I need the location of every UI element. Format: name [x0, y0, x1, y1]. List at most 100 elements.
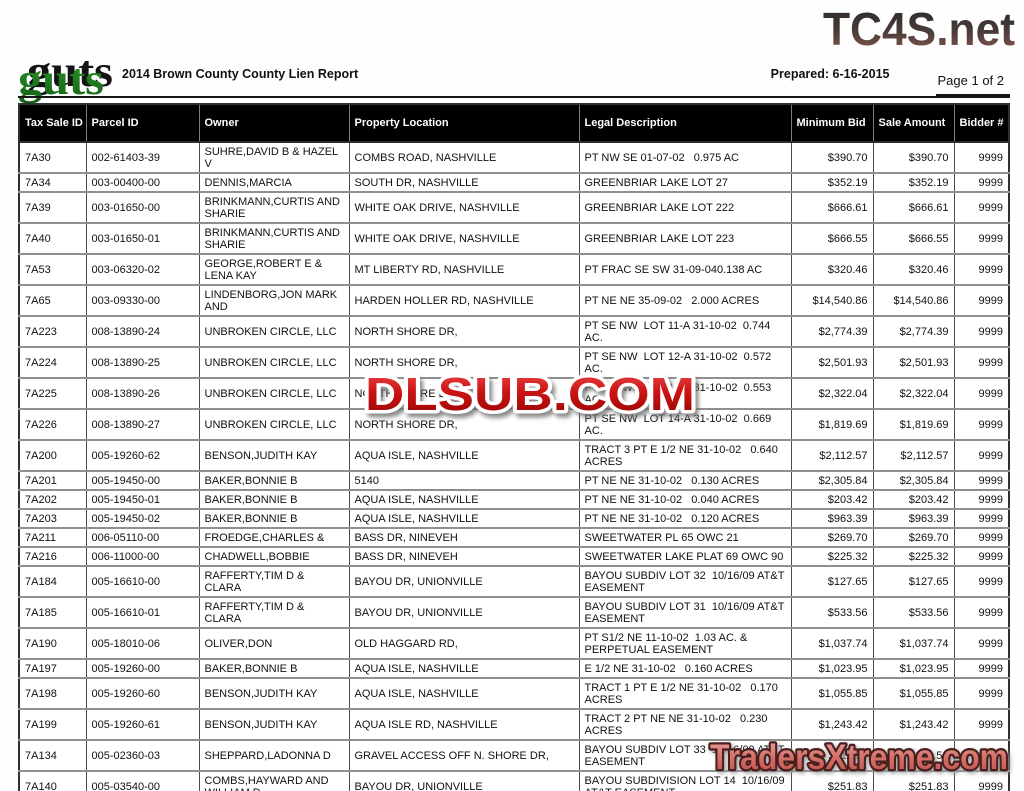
cell-owner: SHEPPARD,LADONNA D	[199, 740, 350, 772]
table-row: 7A197 005-19260-00 BAKER,BONNIE B AQUA I…	[19, 659, 1009, 679]
cell-sale-amount: $390.70	[873, 142, 955, 174]
cell-minimum-bid: $1,023.95	[791, 659, 874, 679]
cell-bidder-number: 9999	[954, 628, 1009, 660]
cell-owner: FROEDGE,CHARLES &	[199, 528, 350, 548]
cell-bidder-number: 9999	[954, 440, 1009, 472]
cell-property-location: SOUTH DR, NASHVILLE	[349, 173, 580, 193]
cell-legal-description: PT NW SE 01-07-02 0.975 AC	[579, 142, 792, 174]
cell-minimum-bid: $2,774.39	[791, 316, 874, 348]
table-row: 7A225 008-13890-26 UNBROKEN CIRCLE, LLC …	[19, 378, 1009, 410]
cell-minimum-bid: $1,055.85	[791, 678, 874, 710]
cell-minimum-bid: $533.56	[791, 597, 874, 629]
cell-bidder-number: 9999	[954, 740, 1009, 772]
cell-bidder-number: 9999	[954, 509, 1009, 529]
cell-minimum-bid: $320.46	[791, 254, 874, 286]
cell-tax-sale-id: 7A134	[19, 740, 87, 772]
cell-parcel-id: 008-13890-24	[86, 316, 200, 348]
cell-legal-description: BAYOU SUBDIV LOT 31 10/16/09 AT&T EASEME…	[579, 597, 792, 629]
table-row: 7A140 005-03540-00 COMBS,HAYWARD AND WIL…	[19, 771, 1009, 791]
cell-property-location: NORTH SHORE DR,	[349, 378, 580, 410]
cell-owner: UNBROKEN CIRCLE, LLC	[199, 378, 350, 410]
cell-parcel-id: 006-05110-00	[86, 528, 200, 548]
cell-tax-sale-id: 7A190	[19, 628, 87, 660]
cell-tax-sale-id: 7A140	[19, 771, 87, 791]
cell-minimum-bid: $203.42	[791, 490, 874, 510]
cell-minimum-bid: $2,112.57	[791, 440, 874, 472]
cell-minimum-bid: $1,037.74	[791, 628, 874, 660]
table-row: 7A39 003-01650-00 BRINKMANN,CURTIS AND S…	[19, 192, 1009, 224]
col-header-bidder: Bidder #	[954, 104, 1009, 143]
cell-sale-amount: $533.56	[873, 597, 955, 629]
cell-legal-description: PT NE NE 31-10-02 0.130 ACRES	[579, 471, 792, 491]
table-row: 7A199 005-19260-61 BENSON,JUDITH KAY AQU…	[19, 709, 1009, 741]
cell-owner: CHADWELL,BOBBIE	[199, 547, 350, 567]
cell-owner: BAKER,BONNIE B	[199, 471, 350, 491]
cell-legal-description: SWEETWATER PL 65 OWC 21	[579, 528, 792, 548]
tc4s-watermark-logo: TC4S.net	[821, 3, 1019, 58]
cell-parcel-id: 008-13890-25	[86, 347, 200, 379]
table-header-row: Tax Sale ID Parcel ID Owner Property Loc…	[19, 104, 1009, 143]
cell-sale-amount: $666.55	[873, 223, 955, 255]
cell-owner: BRINKMANN,CURTIS AND SHARIE	[199, 192, 350, 224]
cell-parcel-id: 005-19260-61	[86, 709, 200, 741]
cell-sale-amount: $269.70	[873, 528, 955, 548]
table-row: 7A223 008-13890-24 UNBROKEN CIRCLE, LLC …	[19, 316, 1009, 348]
cell-minimum-bid: $251.83	[791, 771, 874, 791]
cell-sale-amount: $1,243.42	[873, 709, 955, 741]
table-row: 7A185 005-16610-01 RAFFERTY,TIM D & CLAR…	[19, 597, 1009, 629]
cell-legal-description: E 1/2 NE 31-10-02 0.160 ACRES	[579, 659, 792, 679]
col-header-owner: Owner	[199, 104, 350, 143]
cell-sale-amount: $2,112.57	[873, 440, 955, 472]
cell-property-location: AQUA ISLE, NASHVILLE	[349, 659, 580, 679]
cell-bidder-number: 9999	[954, 678, 1009, 710]
cell-bidder-number: 9999	[954, 347, 1009, 379]
cell-tax-sale-id: 7A34	[19, 173, 87, 193]
cell-owner: BENSON,JUDITH KAY	[199, 440, 350, 472]
table-row: 7A224 008-13890-25 UNBROKEN CIRCLE, LLC …	[19, 347, 1009, 379]
cell-legal-description: PT SE NW LOT 13-A 31-10-02 0.553 AC.	[579, 378, 792, 410]
cell-property-location: GRAVEL ACCESS OFF N. SHORE DR,	[349, 740, 580, 772]
cell-property-location: BAYOU DR, UNIONVILLE	[349, 597, 580, 629]
cell-parcel-id: 005-03540-00	[86, 771, 200, 791]
cell-tax-sale-id: 7A202	[19, 490, 87, 510]
cell-bidder-number: 9999	[954, 285, 1009, 317]
cell-owner: UNBROKEN CIRCLE, LLC	[199, 409, 350, 441]
cell-minimum-bid: $2,305.84	[791, 471, 874, 491]
cell-parcel-id: 005-19450-00	[86, 471, 200, 491]
cell-bidder-number: 9999	[954, 378, 1009, 410]
tc4s-watermark-text: TC4S.net	[823, 3, 1015, 53]
cell-sale-amount: $352.19	[873, 173, 955, 193]
cell-property-location: WHITE OAK DRIVE, NASHVILLE	[349, 192, 580, 224]
cell-owner: BAKER,BONNIE B	[199, 490, 350, 510]
cell-tax-sale-id: 7A30	[19, 142, 87, 174]
cell-sale-amount: $225.32	[873, 547, 955, 567]
cell-owner: BENSON,JUDITH KAY	[199, 678, 350, 710]
cell-sale-amount: $2,322.04	[873, 378, 955, 410]
cell-minimum-bid: $1,243.42	[791, 709, 874, 741]
cell-property-location: OLD HAGGARD RD,	[349, 628, 580, 660]
cell-parcel-id: 005-19260-60	[86, 678, 200, 710]
cell-legal-description: PT SE NW LOT 12-A 31-10-02 0.572 AC.	[579, 347, 792, 379]
cell-bidder-number: 9999	[954, 547, 1009, 567]
cell-property-location: NORTH SHORE DR,	[349, 409, 580, 441]
cell-parcel-id: 005-16610-00	[86, 566, 200, 598]
cell-tax-sale-id: 7A203	[19, 509, 87, 529]
cell-bidder-number: 9999	[954, 192, 1009, 224]
cell-owner: BENSON,JUDITH KAY	[199, 709, 350, 741]
cell-tax-sale-id: 7A216	[19, 547, 87, 567]
cell-sale-amount: $2,305.84	[873, 471, 955, 491]
cell-minimum-bid: $127.65	[791, 566, 874, 598]
cell-tax-sale-id: 7A40	[19, 223, 87, 255]
cell-parcel-id: 008-13890-26	[86, 378, 200, 410]
cell-owner: COMBS,HAYWARD AND WILLIAM D	[199, 771, 350, 791]
cell-minimum-bid: $2,322.04	[791, 378, 874, 410]
cell-bidder-number: 9999	[954, 528, 1009, 548]
cell-minimum-bid: $225.32	[791, 547, 874, 567]
col-header-property-location: Property Location	[349, 104, 580, 143]
cell-legal-description: BAYOU SUBDIV LOT 33 10/16/09 AT&T EASEME…	[579, 740, 792, 772]
cell-tax-sale-id: 7A65	[19, 285, 87, 317]
cell-parcel-id: 002-61403-39	[86, 142, 200, 174]
table-row: 7A202 005-19450-01 BAKER,BONNIE B AQUA I…	[19, 490, 1009, 510]
cell-tax-sale-id: 7A211	[19, 528, 87, 548]
